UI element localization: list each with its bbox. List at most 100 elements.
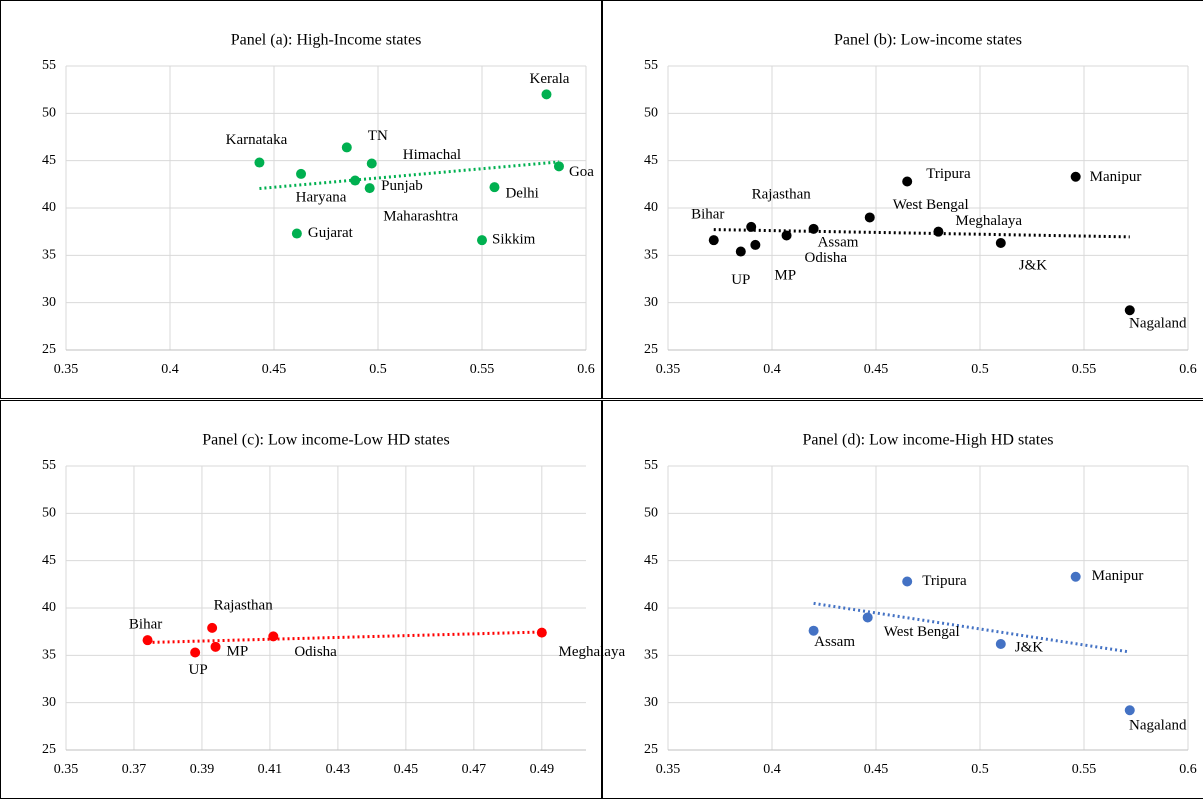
point-label: Bihar	[691, 207, 724, 223]
x-tick-label: 0.35	[656, 762, 681, 777]
panel: Panel (b): Low-income states 25 30 35 40 45 50…	[602, 0, 1203, 399]
x-tick-label: 0.35	[54, 362, 79, 377]
point-label: UP	[189, 662, 208, 678]
point-label: Bihar	[129, 617, 162, 633]
x-tick-label: 0.39	[190, 762, 215, 777]
point	[541, 89, 552, 100]
point	[296, 168, 307, 179]
point	[1070, 171, 1081, 182]
point-label: Sikkim	[492, 232, 536, 248]
y-tick-label: 45	[644, 153, 658, 168]
point-label: Manipur	[1092, 568, 1144, 584]
x-tick-label: 0.6	[577, 362, 595, 377]
y-tick-label: 45	[42, 153, 56, 168]
x-tick-label: 0.5	[971, 362, 989, 377]
point-label: UP	[731, 272, 750, 288]
point-label: Tripura	[926, 166, 971, 182]
x-tick-label: 0.45	[262, 362, 287, 377]
y-tick-label: 50	[644, 106, 658, 121]
panel: Panel (d): Low income-High HD states 25 30…	[602, 400, 1203, 799]
point	[536, 627, 547, 638]
x-tick-label: 0.49	[530, 762, 555, 777]
y-tick-label: 35	[42, 648, 56, 663]
point-label: Karnataka	[226, 132, 288, 148]
point	[268, 631, 279, 642]
point-label: Assam	[814, 634, 855, 650]
x-tick-label: 0.45	[864, 362, 889, 377]
panel: Panel (a): High-Income states 25 30 35 40 45 5…	[0, 0, 602, 399]
point-label: Tripura	[922, 573, 967, 589]
panel: Panel (c): Low income-Low HD states 25 30 3…	[0, 400, 625, 799]
y-tick-label: 25	[644, 342, 658, 357]
point-label: Punjab	[381, 178, 423, 194]
point-label: Nagaland	[1129, 316, 1187, 332]
x-tick-label: 0.4	[763, 362, 781, 377]
point	[553, 161, 564, 172]
y-tick-label: 25	[42, 342, 56, 357]
x-tick-label: 0.45	[394, 762, 419, 777]
point	[291, 228, 302, 239]
trend-line	[713, 228, 1130, 239]
point	[190, 647, 201, 658]
x-tick-label: 0.55	[1072, 762, 1097, 777]
point-label: TN	[368, 128, 388, 144]
x-tick-label: 0.4	[763, 762, 781, 777]
point	[735, 246, 746, 257]
x-tick-label: 0.37	[122, 762, 147, 777]
y-tick-label: 25	[42, 742, 56, 757]
x-tick-label: 0.55	[470, 362, 495, 377]
x-tick-label: 0.4	[161, 362, 179, 377]
panel-border	[602, 0, 1203, 399]
x-tick-label: 0.5	[971, 762, 989, 777]
y-tick-label: 35	[644, 648, 658, 663]
point-label: Odisha	[294, 644, 337, 660]
y-tick-label: 35	[644, 248, 658, 263]
trend-line	[813, 601, 1130, 654]
y-tick-label: 30	[644, 695, 658, 710]
point	[862, 612, 873, 623]
y-tick-label: 35	[42, 248, 56, 263]
x-tick-label: 0.6	[1179, 762, 1197, 777]
panel-title: Panel (d): Low income-High HD states	[802, 432, 1053, 449]
point-label: J&K	[1015, 639, 1044, 655]
y-tick-label: 45	[644, 553, 658, 568]
x-tick-label: 0.47	[462, 762, 487, 777]
point	[995, 638, 1006, 649]
y-tick-label: 50	[644, 506, 658, 521]
y-tick-label: 30	[42, 695, 56, 710]
point-label: Kerala	[529, 71, 569, 87]
point	[808, 625, 819, 636]
point-label: Rajasthan	[214, 597, 274, 613]
point	[341, 142, 352, 153]
y-tick-label: 55	[42, 58, 56, 73]
point	[210, 641, 221, 652]
x-tick-label: 0.43	[326, 762, 351, 777]
y-tick-label: 30	[42, 295, 56, 310]
point-label: MP	[774, 267, 796, 283]
panel-border	[0, 400, 602, 799]
x-tick-label: 0.5	[369, 362, 387, 377]
point-label: Gujarat	[308, 225, 354, 241]
point	[366, 158, 377, 169]
point	[808, 223, 819, 234]
y-tick-label: 25	[644, 742, 658, 757]
point	[781, 230, 792, 241]
y-tick-label: 40	[42, 200, 56, 215]
point-label: Delhi	[505, 186, 538, 202]
point-label: Meghalaya	[558, 644, 625, 660]
x-tick-label: 0.55	[1072, 362, 1097, 377]
y-tick-label: 50	[42, 106, 56, 121]
x-tick-label: 0.6	[1179, 362, 1197, 377]
point	[995, 238, 1006, 249]
point	[708, 235, 719, 246]
panel-border	[0, 0, 602, 399]
point	[933, 226, 944, 237]
point	[1124, 705, 1135, 716]
point-label: Himachal	[403, 147, 461, 163]
point-label: Manipur	[1090, 169, 1142, 185]
point	[477, 235, 487, 246]
point	[254, 157, 265, 168]
x-tick-label: 0.45	[864, 762, 889, 777]
x-tick-label: 0.35	[54, 762, 79, 777]
